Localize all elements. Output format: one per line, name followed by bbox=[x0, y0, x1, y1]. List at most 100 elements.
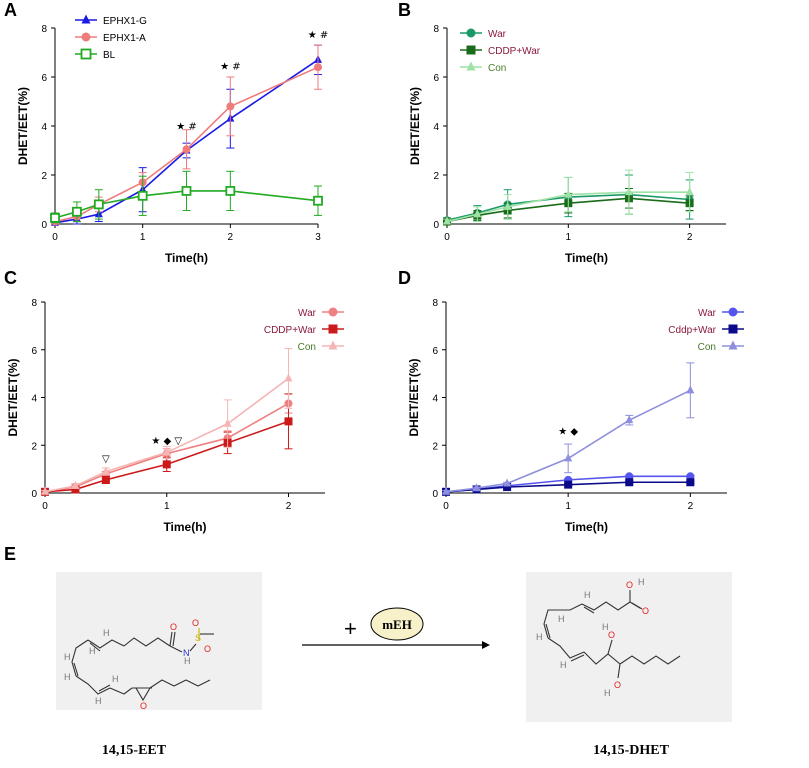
data-point-d-2 bbox=[625, 415, 634, 424]
series-line-b-1 bbox=[446, 197, 690, 223]
legend-marker-a-0 bbox=[81, 14, 91, 24]
legend-label-a-2: BL bbox=[103, 50, 116, 61]
legend-label-d-1: Cddp+War bbox=[668, 325, 716, 336]
data-point-a-1 bbox=[182, 145, 191, 154]
atom-h-p2: H bbox=[558, 614, 565, 624]
atom-h-p3: H bbox=[536, 632, 543, 642]
data-point-a-2 bbox=[137, 190, 148, 201]
significance-annotation-c: ★ ◆ ▽ bbox=[151, 436, 182, 447]
y-axis-title-c: DHET/EET(%) bbox=[6, 358, 20, 436]
y-tick-label-a: 8 bbox=[41, 24, 47, 35]
data-point-a-2 bbox=[50, 212, 60, 223]
atom-h-p4: H bbox=[560, 660, 567, 670]
y-tick-label-d: 0 bbox=[432, 489, 438, 500]
data-point-c-2 bbox=[284, 373, 293, 382]
data-point-d-1 bbox=[564, 480, 573, 489]
data-point-b-2 bbox=[564, 189, 573, 198]
product-label: 14,15-DHET bbox=[593, 743, 670, 758]
atom-o-acid-oh: O bbox=[626, 580, 633, 590]
panel-label-d: D bbox=[398, 268, 411, 288]
data-point-c-2 bbox=[101, 466, 110, 475]
data-point-b-2 bbox=[443, 216, 451, 225]
atom-h-diol-2: H bbox=[604, 688, 611, 698]
data-point-c-2 bbox=[223, 418, 232, 427]
chart-panel-c: 0 2 4 6 8 0 1 2 Time(h) DHET/EET(%) War CDDP+War Con… bbox=[6, 298, 344, 534]
y-tick-label-b: 2 bbox=[433, 171, 439, 182]
significance-annotation-c: ▽ bbox=[102, 454, 110, 465]
data-point-c-2 bbox=[41, 486, 49, 495]
x-tick-label-a: 1 bbox=[140, 232, 146, 243]
significance-annotation-a: ★ # bbox=[176, 122, 197, 133]
legend-label-b-2: Con bbox=[488, 63, 506, 74]
chart-panel-a: 0 2 4 6 8 0 1 2 3 Time(h) DHET/EET(%) EPHX1-G EPHX1-… bbox=[16, 14, 329, 265]
data-point-d-1 bbox=[503, 483, 512, 492]
atom-h-6: H bbox=[112, 674, 119, 684]
series-line-c-2 bbox=[44, 377, 289, 493]
y-tick-label-b: 6 bbox=[433, 73, 439, 84]
data-point-b-2 bbox=[473, 209, 482, 218]
legend-marker-c-0 bbox=[328, 307, 338, 317]
atom-h-acid: H bbox=[638, 577, 645, 587]
atom-h-5: H bbox=[95, 696, 102, 706]
atom-h-p1: H bbox=[584, 590, 591, 600]
atom-h-diol-1: H bbox=[602, 622, 609, 632]
data-point-c-2 bbox=[71, 480, 80, 489]
data-point-d-2 bbox=[686, 385, 695, 394]
data-point-a-2 bbox=[313, 195, 323, 206]
atom-o-carbonyl: O bbox=[170, 622, 177, 632]
series-line-c-0 bbox=[44, 402, 289, 493]
enzyme-label: mEH bbox=[382, 617, 412, 632]
y-tick-label-b: 8 bbox=[433, 24, 439, 35]
legend-marker-a-1 bbox=[81, 32, 91, 42]
atom-o-diol-1: O bbox=[608, 630, 615, 640]
legend-marker-d-1 bbox=[728, 324, 738, 334]
dhet-structure bbox=[543, 590, 681, 679]
data-point-b-2 bbox=[503, 201, 512, 210]
y-tick-label-c: 0 bbox=[31, 489, 37, 500]
legend-label-a-0: EPHX1-G bbox=[103, 16, 147, 27]
x-axis-title-b: Time(h) bbox=[565, 251, 608, 265]
x-tick-label-b: 2 bbox=[687, 232, 693, 243]
atom-o-sulfonyl-2: O bbox=[204, 644, 211, 654]
product-structure-box bbox=[526, 572, 732, 722]
atom-h-2: H bbox=[89, 646, 96, 656]
panel-label-e: E bbox=[4, 544, 16, 564]
panel-label-b: B bbox=[398, 0, 411, 20]
data-point-c-1 bbox=[71, 485, 80, 494]
x-axis-title-a: Time(h) bbox=[165, 251, 208, 265]
y-tick-label-c: 8 bbox=[31, 298, 37, 309]
data-point-a-2 bbox=[72, 206, 82, 217]
y-tick-label-a: 6 bbox=[41, 73, 47, 84]
atom-h-4: H bbox=[64, 672, 71, 682]
series-line-c-1 bbox=[44, 420, 289, 493]
data-point-a-1 bbox=[226, 102, 235, 111]
significance-annotation-d: ★ ◆ bbox=[558, 427, 578, 438]
legend-marker-b-2 bbox=[466, 61, 476, 71]
y-tick-label-d: 6 bbox=[432, 346, 438, 357]
legend-marker-b-0 bbox=[466, 28, 476, 38]
legend-marker-a-2 bbox=[80, 48, 92, 60]
data-point-c-1 bbox=[101, 475, 110, 484]
atom-s: S bbox=[195, 633, 201, 643]
legend-label-c-0: War bbox=[298, 308, 317, 319]
data-point-d-1 bbox=[686, 478, 695, 487]
reaction-scheme: O N H S O O O H H H H H H + mEH bbox=[56, 572, 732, 758]
legend-label-c-2: Con bbox=[298, 342, 316, 353]
legend-label-c-1: CDDP+War bbox=[264, 325, 317, 336]
legend-marker-d-2 bbox=[728, 340, 738, 350]
data-point-c-1 bbox=[162, 460, 171, 469]
legend-label-a-1: EPHX1-A bbox=[103, 33, 146, 44]
atom-o-sulfonyl-1: O bbox=[192, 618, 199, 628]
x-tick-label-c: 2 bbox=[286, 501, 292, 512]
legend-label-d-2: Con bbox=[698, 342, 716, 353]
chart-panel-b: 0 2 4 6 8 0 1 2 Time(h) DHET/EET(%) War CDDP+War Con bbox=[408, 24, 726, 265]
substrate-label: 14,15-EET bbox=[102, 743, 167, 758]
data-point-d-2 bbox=[442, 486, 450, 495]
y-tick-label-b: 0 bbox=[433, 220, 439, 231]
data-point-b-2 bbox=[685, 187, 694, 196]
y-axis-title-a: DHET/EET(%) bbox=[16, 87, 30, 165]
eet-structure bbox=[71, 628, 214, 702]
data-point-d-1 bbox=[625, 478, 634, 487]
series-line-d-2 bbox=[445, 389, 691, 493]
significance-annotation-a: ★ # bbox=[308, 30, 329, 41]
